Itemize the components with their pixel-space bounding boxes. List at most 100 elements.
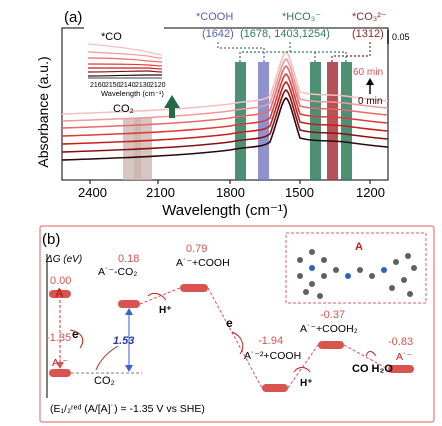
energy-5: -0.37	[320, 309, 345, 321]
barrier-value: 1.53	[113, 335, 134, 347]
inset-xtick-2: 2140	[120, 82, 136, 89]
level-5	[318, 341, 344, 349]
energy-1: -1.35	[46, 332, 71, 344]
energy-6: -0.83	[388, 336, 413, 348]
xtick-1200: 1200	[356, 185, 385, 200]
panel-b: (b) ΔG (eV) A 0.00 -1.35	[39, 225, 435, 423]
cooh-annotation-value: (1642)	[202, 28, 234, 40]
state-label-2: A˙⁻-CO₂	[98, 266, 137, 278]
h-plus-curve-1	[147, 292, 167, 301]
inset-xtick-1: 2150	[105, 82, 121, 89]
panel-a: (a) Absorbance (a.u.) CO₂ *COOH (	[35, 9, 410, 219]
level-4	[262, 384, 288, 392]
level-2	[118, 300, 140, 308]
inset-background	[84, 26, 164, 98]
energy-levels	[49, 284, 414, 392]
energy-values: 0.00 -1.35 0.18 0.79 -1.94 -0.37 -0.83	[46, 243, 413, 348]
energy-4: -1.94	[258, 335, 283, 347]
state-label-0: A	[55, 286, 64, 300]
inset-spectrum-6	[87, 43, 163, 56]
e-label-left: e	[72, 327, 79, 341]
co3-annotation-title: *CO₃²⁻	[352, 11, 387, 23]
panel-b-frame	[39, 225, 435, 423]
panel-a-frame	[61, 27, 389, 181]
cooh-annotation-title: *COOH	[196, 11, 233, 23]
energy-0: 0.00	[50, 275, 71, 287]
xtick-1500: 1500	[285, 185, 314, 200]
panel-a-ylabel: Absorbance (a.u.)	[35, 56, 51, 167]
panel-a-xticks: 2400 2100 1800 1500 1200	[78, 180, 385, 200]
state-label-4: A˙⁻²+COOH	[244, 350, 301, 362]
state-label-3: A˙⁻+COOH	[176, 257, 230, 269]
e-label-mid: e	[226, 316, 233, 330]
panel-a-xlabel: Wavelength (cm⁻¹)	[162, 202, 288, 219]
products-label: CO H₂O	[352, 363, 393, 375]
inset-spectrum-3	[87, 63, 163, 67]
electron-curve-left	[69, 329, 84, 349]
reduction-arrow-head-icon	[56, 362, 64, 369]
hco3-annotation-value: (1678, 1403,1254)	[240, 28, 330, 40]
spectrum-6	[61, 51, 389, 115]
spectrum-5	[61, 58, 389, 122]
molecule-label: A	[355, 241, 363, 253]
inset-spectrum-4	[87, 57, 163, 63]
inset-xtick-4: 2120	[150, 82, 166, 89]
h-plus-curve-2	[293, 367, 311, 373]
hco3-band-1403	[310, 62, 321, 180]
co3-band-1312	[327, 62, 338, 180]
energy-2: 0.18	[118, 253, 139, 265]
hco3-band-1678	[235, 62, 246, 180]
panel-b-label: (b)	[42, 231, 60, 248]
inset-xtick-0: 2160	[90, 82, 106, 89]
level-6	[388, 365, 414, 373]
spectrum-2	[61, 81, 389, 145]
co2-label-left: CO₂	[94, 375, 115, 387]
up-arrow-icon	[164, 95, 180, 108]
molecule-box	[285, 232, 427, 304]
annotation-leaders	[217, 42, 371, 62]
xtick-2400: 2400	[78, 185, 107, 200]
energy-3: 0.79	[186, 243, 207, 255]
spectrum-1	[61, 89, 389, 153]
inset-spectrum-0	[87, 74, 162, 77]
xtick-2100: 2100	[146, 185, 175, 200]
h-plus-2: H⁺	[300, 378, 313, 389]
h-plus-1: H⁺	[159, 305, 172, 316]
inset-xlabel: Wavelength (cm⁻¹)	[101, 89, 164, 98]
pathway-connectors	[139, 287, 389, 389]
time-arrow-head-icon	[366, 78, 374, 85]
barrier-arrow-up-icon	[125, 308, 133, 315]
hco3-band-1254	[341, 62, 352, 180]
state-label-5: A˙⁻+COOH₂	[300, 323, 358, 335]
panel-b-ylabel: ΔG (eV)	[45, 254, 82, 265]
spectrum-3	[61, 73, 389, 137]
xtick-1800: 1800	[216, 185, 245, 200]
hco3-annotation-title: *HCO₃⁻	[282, 11, 321, 23]
spectra	[61, 51, 389, 161]
inset-spectrum-2	[88, 67, 163, 70]
inset-title: *CO	[101, 31, 122, 43]
inset-spectrum-5	[87, 51, 163, 59]
inset-xtick-3: 2130	[135, 82, 151, 89]
spectrum-4	[61, 65, 389, 129]
state-labels: A A˙⁻ A˙⁻-CO₂ A˙⁻+COOH A˙⁻²+COOH A˙⁻+COO…	[52, 257, 413, 369]
up-arrow-stem	[169, 108, 175, 118]
level-1	[49, 369, 71, 377]
products-curve	[365, 351, 377, 357]
footnote: (E₁/₂ʳᵉᵈ (A/[A]˙) = -1.35 V vs SHE)	[50, 403, 205, 415]
level-0	[49, 290, 71, 298]
spectrum-0	[61, 97, 389, 161]
co2-curve-left	[95, 345, 119, 371]
electron-curve-mid	[231, 331, 244, 355]
time-bottom-label: 0 min	[358, 96, 382, 107]
scale-bar-label: 0.05	[392, 32, 410, 42]
co3-annotation-value: (1312)	[352, 28, 384, 40]
inset: *CO 2160 2150 2140 2130 2120 Wavelength …	[84, 26, 166, 98]
level-3	[180, 284, 208, 292]
molecule-structure	[297, 249, 417, 299]
inset-spectrum-1	[87, 70, 163, 73]
state-label-6: A˙⁻	[396, 351, 413, 363]
time-top-label: 60 min	[353, 67, 383, 78]
barrier-arrow-down-icon	[125, 365, 133, 372]
